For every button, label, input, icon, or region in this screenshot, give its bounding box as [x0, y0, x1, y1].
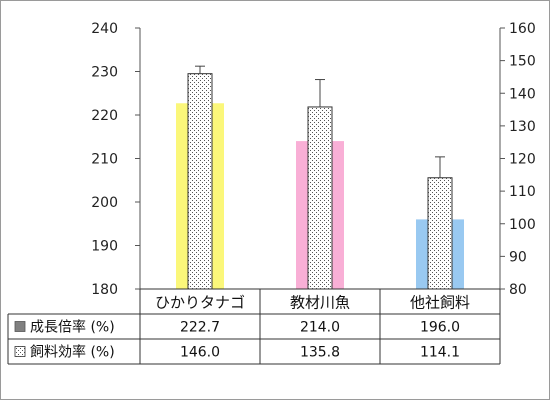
row-label: 成長倍率 (%) [30, 319, 115, 336]
left-tick-label: 190 [91, 239, 118, 255]
feed-efficiency-bar [307, 106, 333, 290]
table-cell: 222.7 [180, 320, 220, 336]
left-tick-label: 240 [91, 21, 118, 37]
row-label: 飼料効率 (%) [30, 344, 115, 361]
right-tick-label: 80 [509, 282, 527, 298]
table-cell: 214.0 [300, 320, 340, 336]
left-tick-label: 230 [91, 65, 118, 81]
legend-key-efficiency [14, 346, 26, 357]
right-tick-label: 110 [509, 184, 536, 200]
right-tick-label: 130 [509, 119, 536, 135]
feed-efficiency-bar [187, 73, 213, 290]
legend-key-growth [14, 321, 26, 332]
left-tick-label: 200 [91, 195, 118, 211]
right-tick-label: 150 [509, 54, 536, 70]
table-cell: 196.0 [420, 320, 460, 336]
table-cell: 146.0 [180, 345, 220, 361]
right-tick-label: 160 [509, 21, 536, 37]
left-tick-label: 210 [91, 152, 118, 168]
table-cell: 114.1 [420, 345, 460, 361]
category-label: ひかりタナゴ [155, 294, 245, 312]
right-tick-label: 140 [509, 86, 536, 102]
table-cell: 135.8 [300, 345, 340, 361]
left-tick-label: 220 [91, 108, 118, 124]
category-label: 他社飼料 [410, 294, 470, 312]
right-tick-label: 120 [509, 152, 536, 168]
feed-efficiency-bar [427, 177, 453, 290]
right-tick-label: 100 [509, 217, 536, 233]
left-tick-label: 180 [91, 282, 118, 298]
right-tick-label: 90 [509, 249, 527, 265]
category-label: 教材川魚 [290, 294, 350, 312]
